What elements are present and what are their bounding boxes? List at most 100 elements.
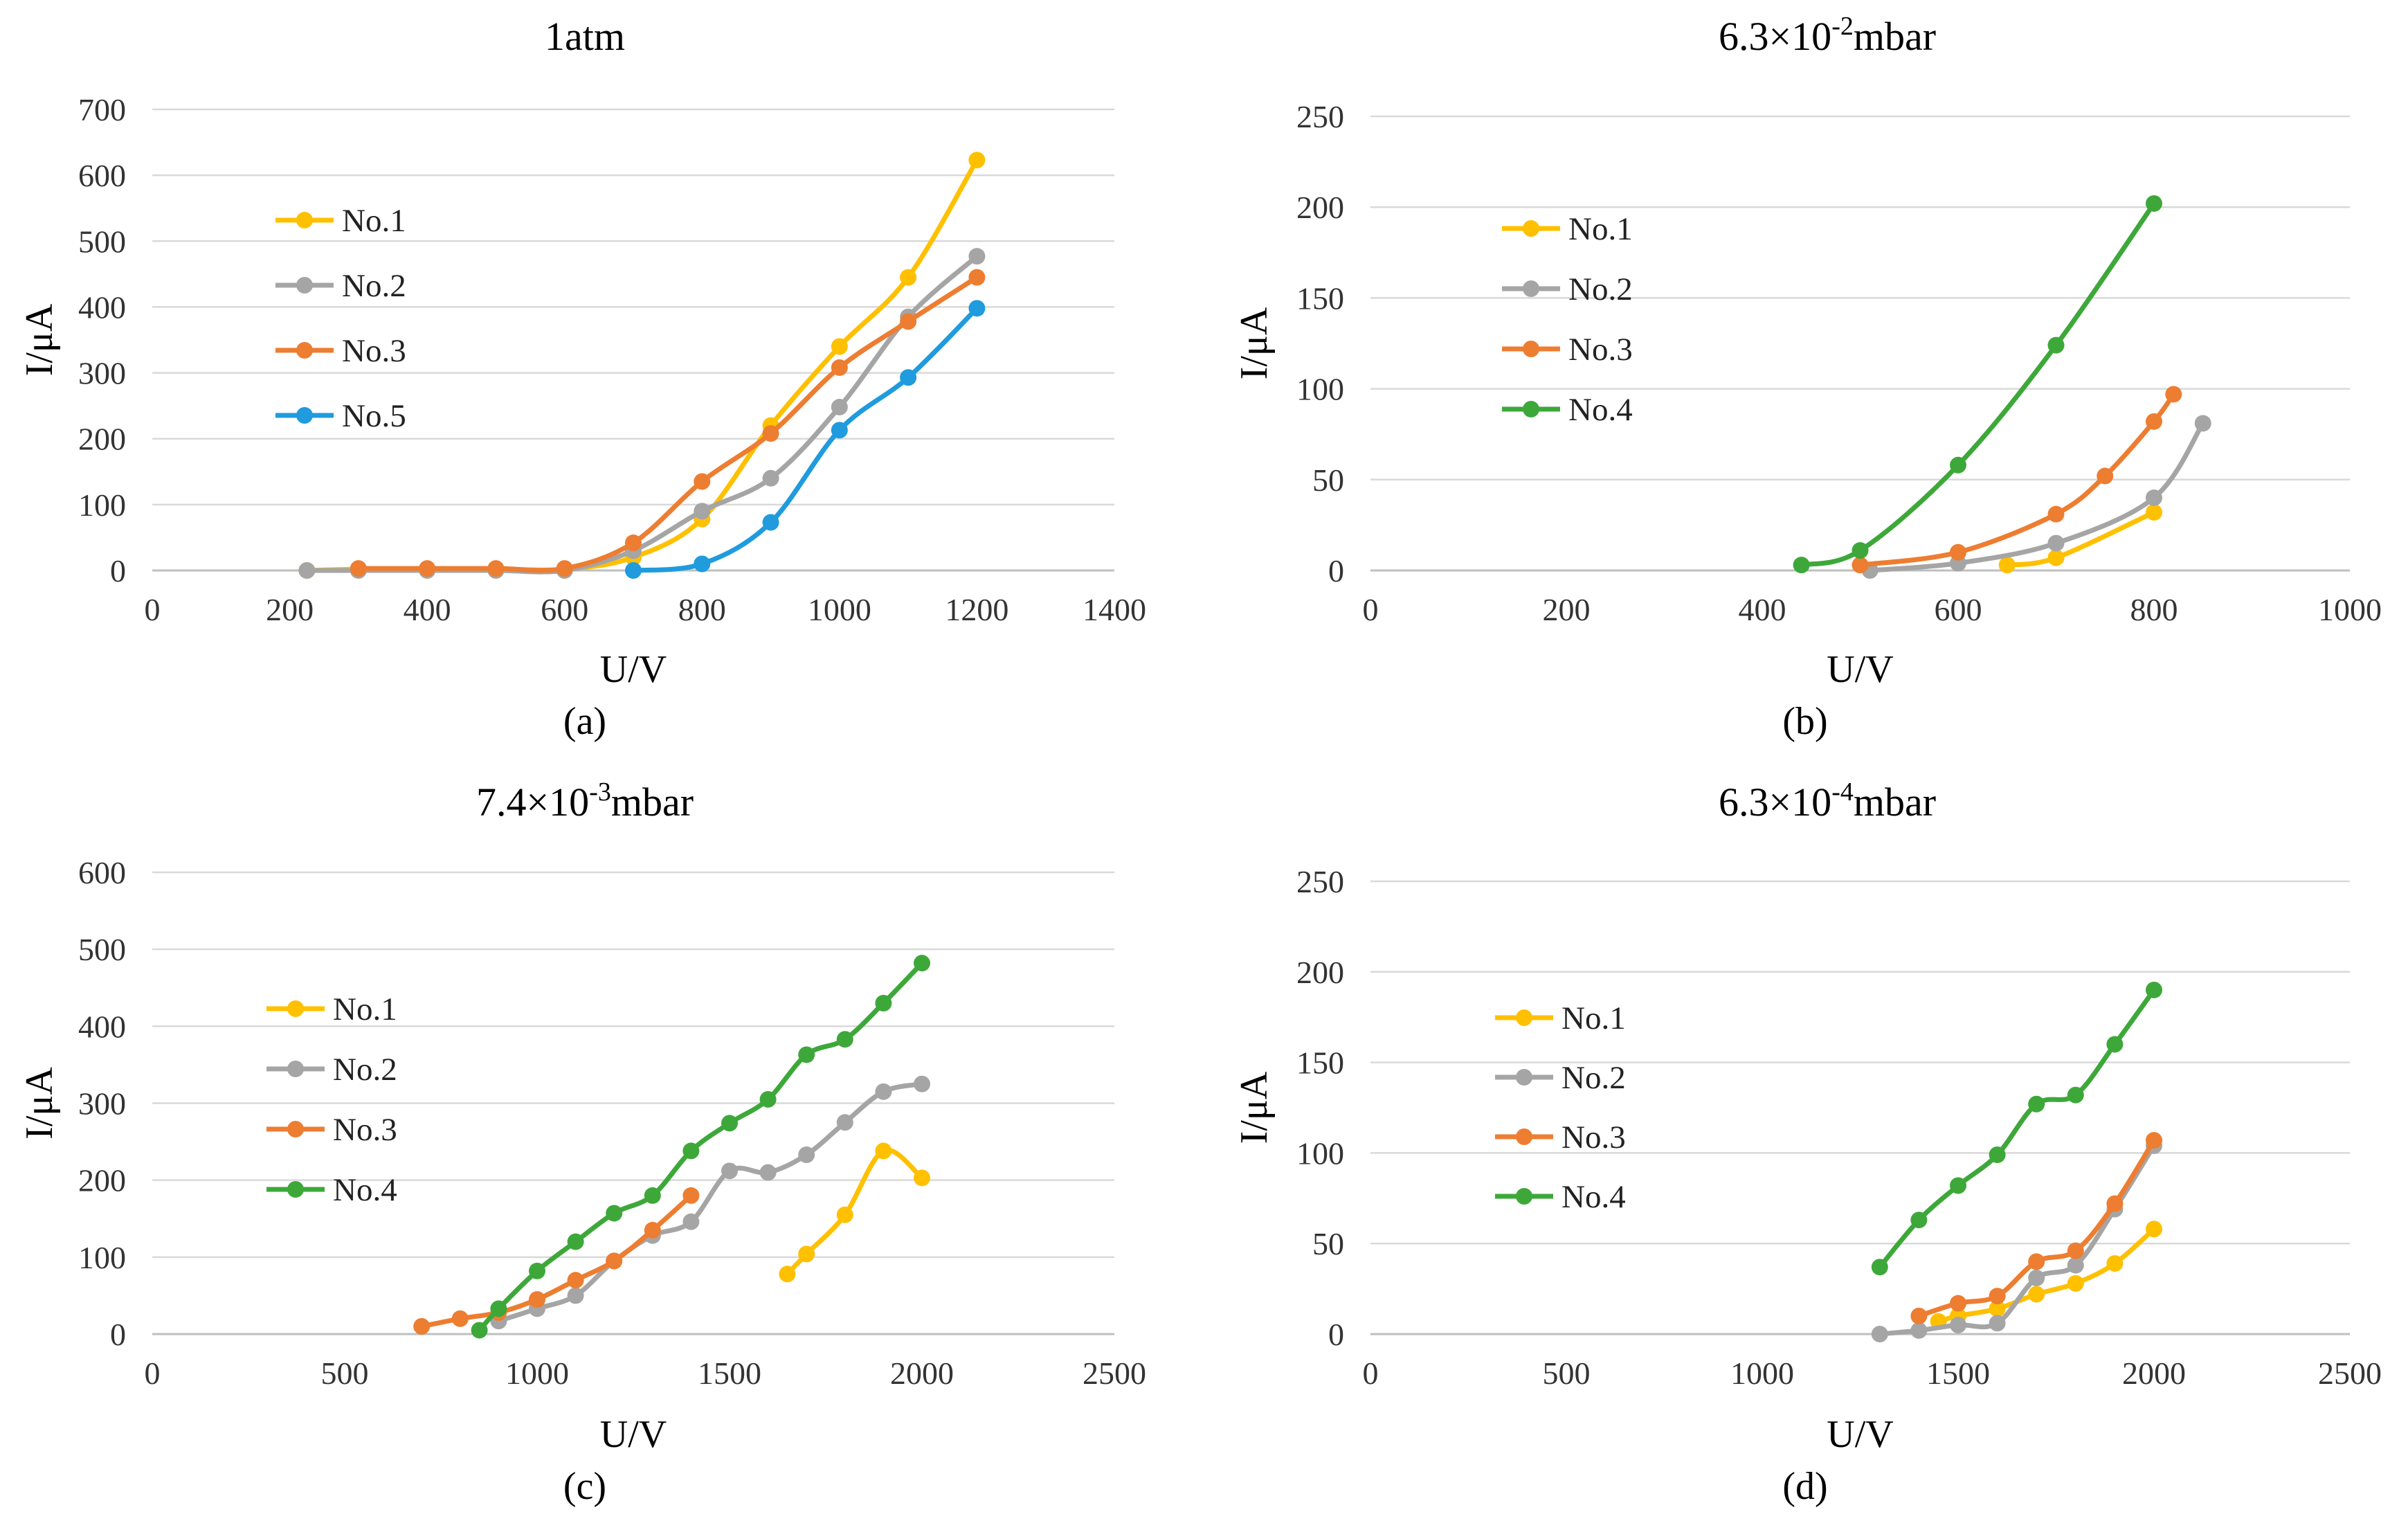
series-no3: [413, 1187, 700, 1335]
data-point: [762, 425, 779, 442]
data-point: [1910, 1212, 1928, 1229]
y-tick-label: 0: [1328, 1317, 1344, 1352]
y-tick-label: 500: [78, 932, 126, 967]
legend-label: No.1: [1568, 211, 1633, 247]
data-point: [900, 369, 917, 386]
chart-title-unit: mbar: [611, 780, 694, 825]
chart-panel-c: 0 100 200 300 400 500 600 0 500 1000 1500 2000 2500 7…: [18, 777, 1146, 1508]
data-point: [451, 1310, 469, 1327]
legend-swatch-marker: [287, 1061, 304, 1077]
x-tick-label: 400: [404, 592, 451, 627]
y-tick-label: 100: [78, 1240, 126, 1275]
y-tick-label: 250: [1296, 864, 1344, 899]
y-tick-label: 250: [1296, 99, 1344, 134]
y-tick-label: 50: [1312, 1226, 1344, 1261]
chart-panel-b: 0 50 100 150 200 250 0 200 400 600 800 1000 6.3×10-2…: [1233, 12, 2382, 743]
x-tick-label: 2000: [2122, 1356, 2186, 1391]
data-point: [2146, 981, 2162, 998]
x-tick-label: 2000: [890, 1356, 954, 1391]
data-point: [2194, 415, 2211, 432]
series-line: [1799, 201, 2157, 568]
chart-title-base: 6.3×10: [1719, 14, 1831, 59]
data-point: [471, 1322, 488, 1339]
data-point: [2106, 1195, 2124, 1212]
data-point: [836, 1031, 853, 1048]
legend-swatch-marker: [1516, 1069, 1532, 1086]
data-point: [2146, 504, 2162, 521]
data-point: [968, 152, 986, 169]
y-tick-label: 200: [78, 422, 126, 457]
data-point: [682, 1213, 700, 1230]
chart-title: 6.3×10-4mbar: [1719, 777, 1936, 825]
x-tick-label: 1400: [1083, 592, 1146, 627]
x-tick-label: 600: [541, 592, 588, 627]
x-tick-label: 500: [321, 1356, 369, 1391]
data-point: [298, 562, 316, 579]
data-point: [529, 1262, 545, 1279]
x-tick-label: 200: [266, 592, 314, 627]
data-point: [1852, 542, 1869, 559]
data-point: [2146, 1221, 2162, 1238]
y-tick-label: 0: [110, 1317, 126, 1352]
data-point: [2028, 1286, 2045, 1303]
data-point: [2146, 413, 2162, 430]
legend-swatch-marker: [1523, 280, 1539, 297]
data-point: [2106, 1036, 2124, 1053]
legend-item: No.4: [266, 1172, 397, 1208]
data-point: [1989, 1300, 2006, 1317]
y-tick-label: 100: [78, 487, 126, 523]
data-point: [914, 955, 930, 972]
legend-label: No.2: [1568, 271, 1633, 307]
series-line: [2004, 510, 2157, 568]
data-point: [2165, 386, 2182, 403]
data-point: [2028, 1095, 2045, 1113]
legend-label: No.1: [1561, 1000, 1626, 1036]
legend-label: No.2: [333, 1052, 397, 1088]
legend-swatch-marker: [1523, 401, 1539, 417]
data-point: [831, 359, 848, 376]
series-line: [1877, 1143, 2157, 1337]
series-no2: [490, 1075, 930, 1330]
y-tick-label: 400: [78, 289, 126, 325]
legend-swatch-marker: [296, 407, 313, 424]
chart-title-base: 7.4×10: [476, 780, 589, 825]
chart-title: 6.3×10-2mbar: [1719, 12, 1936, 59]
data-point: [900, 269, 917, 286]
series-no2: [1861, 415, 2211, 579]
y-tick-label: 600: [78, 158, 126, 193]
data-point: [694, 503, 711, 520]
y-tick-label: 200: [1296, 190, 1344, 225]
data-point: [836, 1114, 853, 1131]
legend-label: No.5: [342, 398, 406, 434]
x-tick-label: 1000: [1730, 1356, 1794, 1391]
x-tick-label: 800: [678, 592, 726, 627]
legend-item: No.3: [266, 1112, 397, 1148]
data-point: [625, 562, 642, 579]
legend-swatch-marker: [287, 1000, 304, 1017]
data-point: [694, 473, 711, 490]
data-point: [798, 1046, 815, 1063]
legend-item: No.4: [1495, 1179, 1626, 1215]
data-point: [875, 1083, 892, 1100]
data-point: [2028, 1253, 2045, 1270]
series-no4: [1793, 195, 2162, 574]
legend-swatch-marker: [1516, 1009, 1532, 1026]
data-point: [2047, 505, 2065, 523]
data-point: [759, 1090, 777, 1108]
data-point: [1989, 1146, 2006, 1164]
y-axis-label: I/μA: [1233, 307, 1276, 379]
y-tick-label: 100: [1296, 1135, 1344, 1171]
data-point: [1950, 543, 1966, 561]
legend-swatch-marker: [287, 1181, 304, 1198]
legend-item: No.3: [275, 333, 406, 369]
data-point: [1871, 1259, 1888, 1276]
x-tick-label: 400: [1739, 592, 1786, 627]
data-point: [2067, 1086, 2084, 1104]
legend-swatch-marker: [1523, 220, 1539, 237]
data-point: [2047, 534, 2065, 552]
data-point: [2146, 1132, 2162, 1149]
data-point: [1910, 1307, 1928, 1324]
y-tick-label: 600: [78, 855, 126, 890]
y-tick-label: 200: [1296, 955, 1344, 990]
